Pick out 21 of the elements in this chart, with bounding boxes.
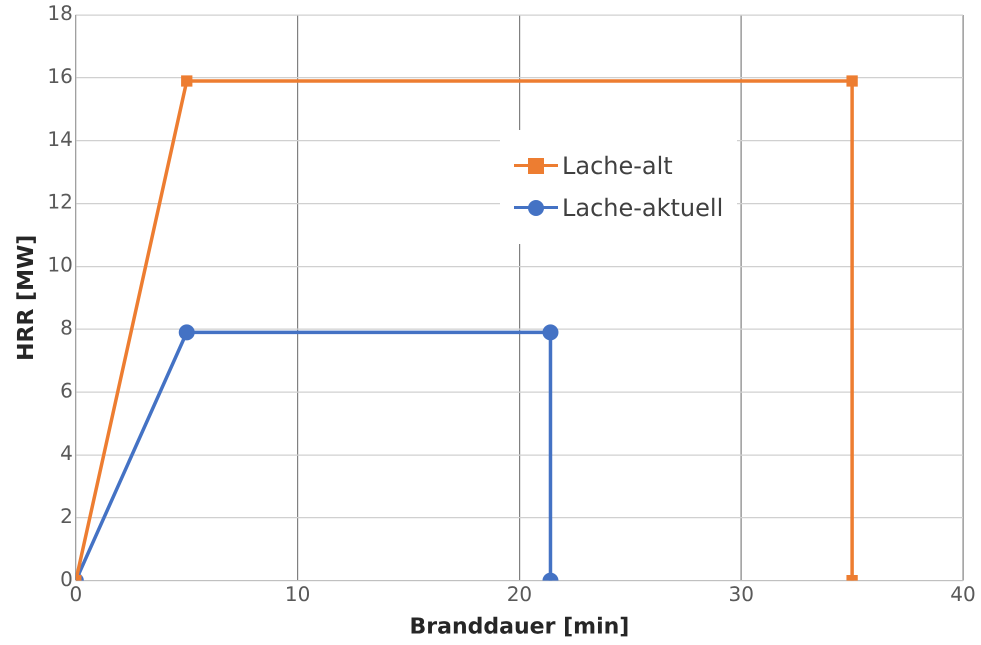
x-tick-label: 30: [728, 582, 754, 606]
x-tick-label: 10: [284, 582, 310, 606]
y-tick-label: 6: [60, 378, 73, 402]
point: [846, 75, 858, 87]
point: [542, 324, 558, 340]
y-tick-label: 4: [60, 441, 73, 466]
x-axis-title: Branddauer [min]: [410, 614, 630, 640]
point: [181, 75, 192, 87]
y-tick-label: 16: [47, 64, 73, 88]
y-tick-label: 2: [60, 504, 73, 528]
legend-label: Lache-aktuell: [562, 194, 724, 222]
x-tick-label: 40: [950, 582, 976, 606]
y-axis-title: HRR [MW]: [14, 234, 39, 361]
legend-label: Lache-alt: [562, 152, 673, 180]
point: [178, 324, 195, 340]
y-tick-label: 18: [47, 1, 73, 26]
y-tick-label: 8: [60, 315, 73, 340]
y-tick-label: 10: [47, 252, 73, 277]
y-tick-label: 12: [47, 190, 73, 214]
y-tick-label: 14: [47, 126, 73, 151]
x-tick-label: 20: [506, 582, 532, 606]
